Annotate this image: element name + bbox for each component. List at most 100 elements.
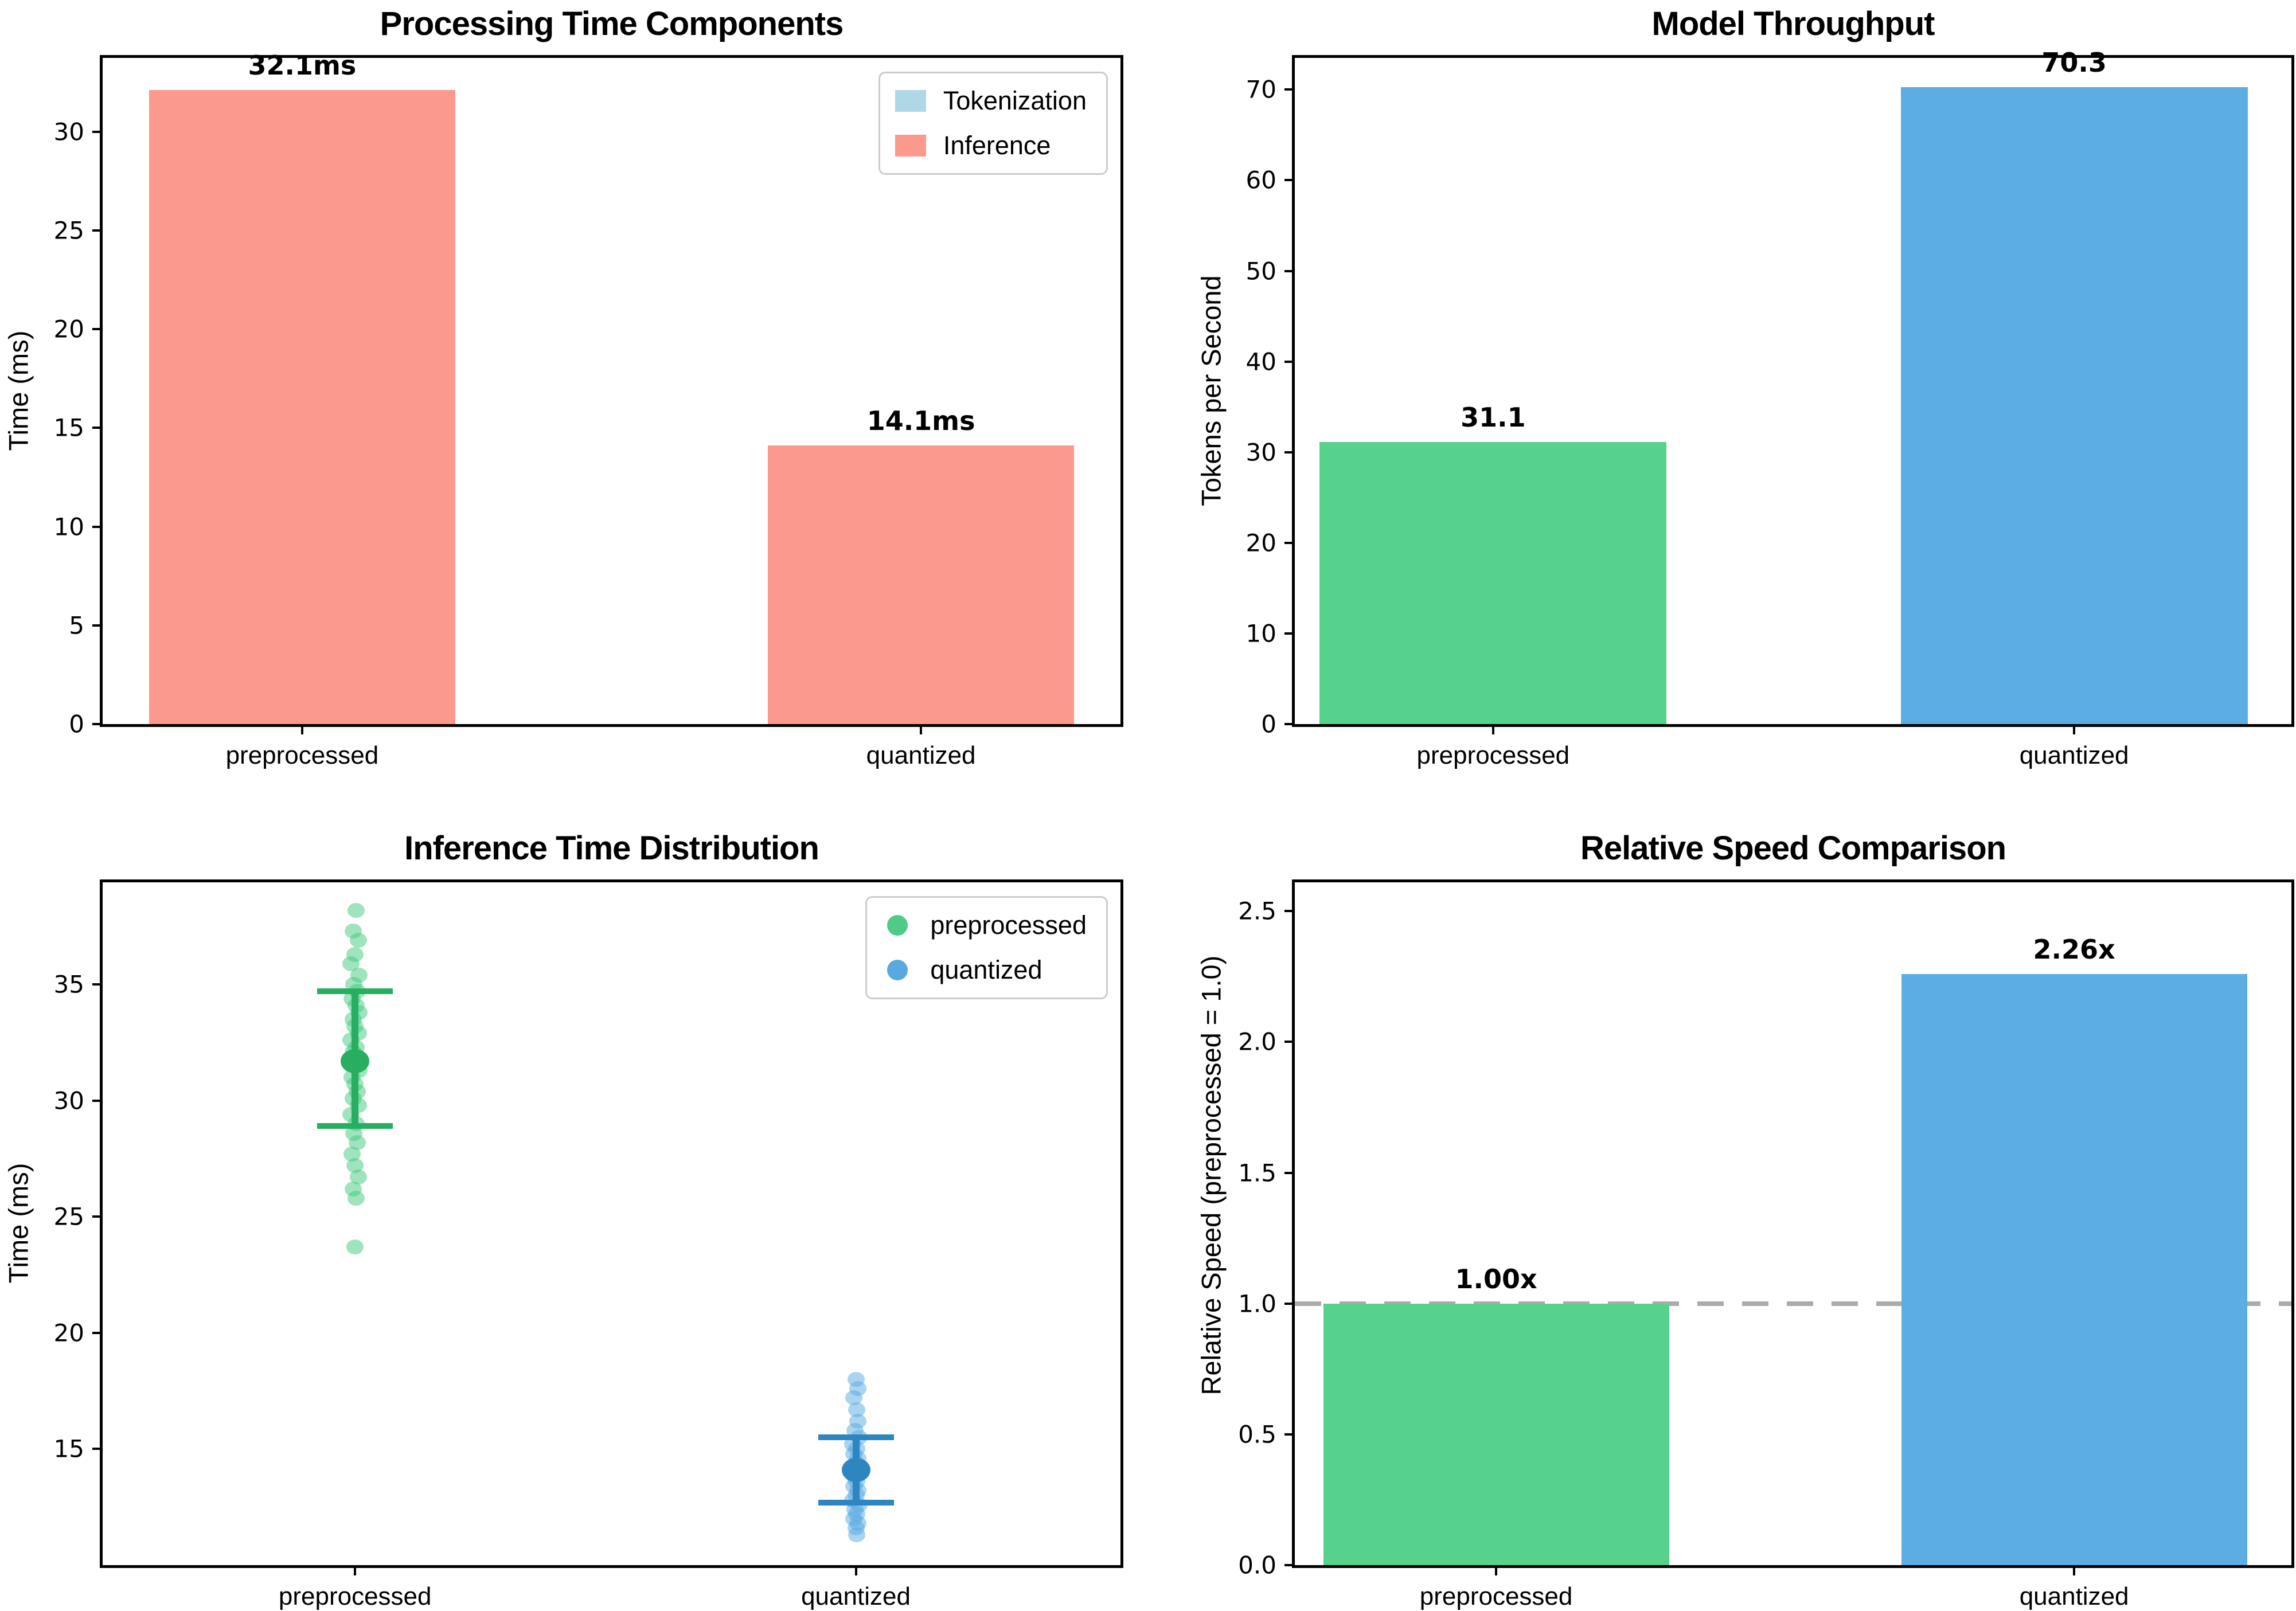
- preprocessed-marker-icon: [887, 915, 908, 936]
- mean-point: [341, 1049, 370, 1073]
- subplot-tl-axes: 0 5 10 15 20 25 30 preprocessed quantized 32.1ms 1…: [54, 50, 1123, 769]
- x-tick: [1491, 724, 1494, 734]
- subplot-br-title: Relative Speed Comparison: [1580, 830, 2006, 867]
- x-tick-label: preprocessed: [225, 741, 379, 769]
- error-bar-cap-bottom: [818, 1499, 894, 1506]
- subplot-bl-plot-area: 15 20 25 30 35 preprocessed quantized: [54, 882, 1120, 1610]
- reference-line: [1295, 1301, 2291, 1306]
- y-tick-label: 50: [1245, 257, 1276, 286]
- y-tick-label: 5: [69, 611, 84, 640]
- subplot-br-ylabel: Relative Speed (preprocessed = 1.0): [1196, 955, 1227, 1395]
- x-tick: [354, 1565, 357, 1575]
- bar-value-label: 14.1ms: [866, 405, 975, 437]
- y-tick-label: 10: [53, 513, 84, 541]
- y-tick-label: 30: [53, 1086, 84, 1115]
- x-tick: [854, 1565, 857, 1575]
- legend-item-inference: Inference: [895, 131, 1087, 161]
- y-tick-label: 0.5: [1238, 1420, 1276, 1449]
- y-tick-label: 40: [1245, 347, 1276, 376]
- y-tick: [1284, 1302, 1295, 1305]
- quantized-marker-icon: [887, 960, 908, 980]
- y-tick: [92, 525, 103, 528]
- x-tick: [1495, 1565, 1498, 1575]
- y-tick: [92, 130, 103, 133]
- x-tick: [920, 724, 923, 734]
- y-tick: [92, 723, 103, 725]
- y-tick: [92, 1099, 103, 1102]
- bar-preprocessed: [1323, 1303, 1669, 1565]
- x-tick-label: quantized: [2019, 741, 2129, 769]
- subplot-bl-title: Inference Time Distribution: [404, 830, 819, 867]
- y-tick-label: 1.0: [1238, 1289, 1276, 1318]
- y-tick: [1284, 269, 1295, 272]
- y-tick-label: 15: [53, 413, 84, 442]
- bar-value-label: 70.3: [2041, 46, 2107, 78]
- subplot-br-axes: 0.0 0.5 1.0 1.5 2.0 2.5 preprocessed quantized 1…: [1238, 879, 2294, 1610]
- bar-quantized: [767, 445, 1075, 724]
- bar-value-label: 2.26x: [2033, 933, 2115, 965]
- y-tick-label: 1.5: [1238, 1159, 1276, 1187]
- y-tick: [92, 1331, 103, 1334]
- subplot-tr-plot-area: 0 10 20 30 40 50 60 70 preprocessed quantized 31.1…: [1246, 47, 2291, 769]
- legend-label: Inference: [943, 131, 1051, 160]
- tokenization-swatch-icon: [895, 90, 926, 112]
- y-tick-label: 60: [1245, 166, 1276, 194]
- subplot-tr-axes: 0 10 20 30 40 50 60 70 preprocessed quantized 31.1…: [1246, 47, 2294, 769]
- subplot-tr-ylabel: Tokens per Second: [1196, 275, 1227, 506]
- bar-value-label: 31.1: [1461, 402, 1526, 433]
- y-tick: [1284, 632, 1295, 635]
- y-tick: [92, 328, 103, 330]
- legend-item-quantized: quantized: [882, 955, 1087, 985]
- bar-value-label: 1.00x: [1455, 1263, 1537, 1295]
- y-tick: [1284, 1171, 1295, 1174]
- y-tick-label: 35: [53, 970, 84, 999]
- subplot-bl-ylabel: Time (ms): [3, 1163, 34, 1284]
- x-tick-label: preprocessed: [278, 1582, 432, 1610]
- x-tick: [2073, 1565, 2076, 1575]
- y-tick: [92, 624, 103, 627]
- y-tick: [1284, 1433, 1295, 1436]
- bar-quantized: [1900, 87, 2248, 724]
- y-tick: [92, 1215, 103, 1218]
- y-tick-label: 30: [1245, 438, 1276, 467]
- y-tick-label: 20: [53, 1319, 84, 1347]
- subplot-tl-title: Processing Time Components: [380, 5, 844, 42]
- legend-label: Tokenization: [943, 86, 1087, 115]
- y-tick-label: 2.5: [1238, 897, 1276, 925]
- subplot-tl-ylabel: Time (ms): [3, 330, 34, 451]
- x-tick-label: quantized: [801, 1582, 911, 1610]
- y-tick-label: 25: [53, 1202, 84, 1231]
- bar-value-label: 32.1ms: [248, 50, 357, 81]
- y-tick-label: 0: [69, 710, 84, 738]
- x-tick-label: quantized: [866, 741, 976, 769]
- y-tick: [92, 983, 103, 986]
- bar-preprocessed: [1319, 442, 1667, 724]
- y-tick-label: 2.0: [1238, 1027, 1276, 1056]
- y-tick: [1284, 1041, 1295, 1043]
- mean-point: [841, 1457, 870, 1482]
- legend-item-preprocessed: preprocessed: [882, 910, 1087, 940]
- legend-item-tokenization: Tokenization: [895, 86, 1087, 116]
- y-tick-label: 20: [1245, 529, 1276, 557]
- bar-quantized: [1901, 973, 2247, 1565]
- subplot-bl-legend: preprocessed quantized: [865, 896, 1108, 999]
- inference-swatch-icon: [895, 135, 926, 157]
- legend-label: preprocessed: [930, 910, 1087, 940]
- subplot-bl-axes: 15 20 25 30 35 preprocessed quantized preproce…: [54, 879, 1123, 1610]
- error-bar-cap-top: [317, 988, 393, 995]
- y-tick: [92, 427, 103, 429]
- y-tick-label: 20: [53, 315, 84, 343]
- error-bar-cap-top: [818, 1434, 894, 1441]
- y-tick-label: 30: [53, 118, 84, 146]
- y-tick: [1284, 1564, 1295, 1566]
- bar-preprocessed: [149, 90, 456, 724]
- y-tick-label: 0.0: [1238, 1551, 1276, 1579]
- error-bar-cap-bottom: [317, 1123, 393, 1129]
- y-tick: [1284, 910, 1295, 913]
- scatter-point: [349, 933, 367, 948]
- y-tick-label: 0: [1261, 710, 1276, 738]
- scatter-point: [347, 902, 365, 918]
- y-tick: [1284, 360, 1295, 363]
- y-tick: [1284, 723, 1295, 725]
